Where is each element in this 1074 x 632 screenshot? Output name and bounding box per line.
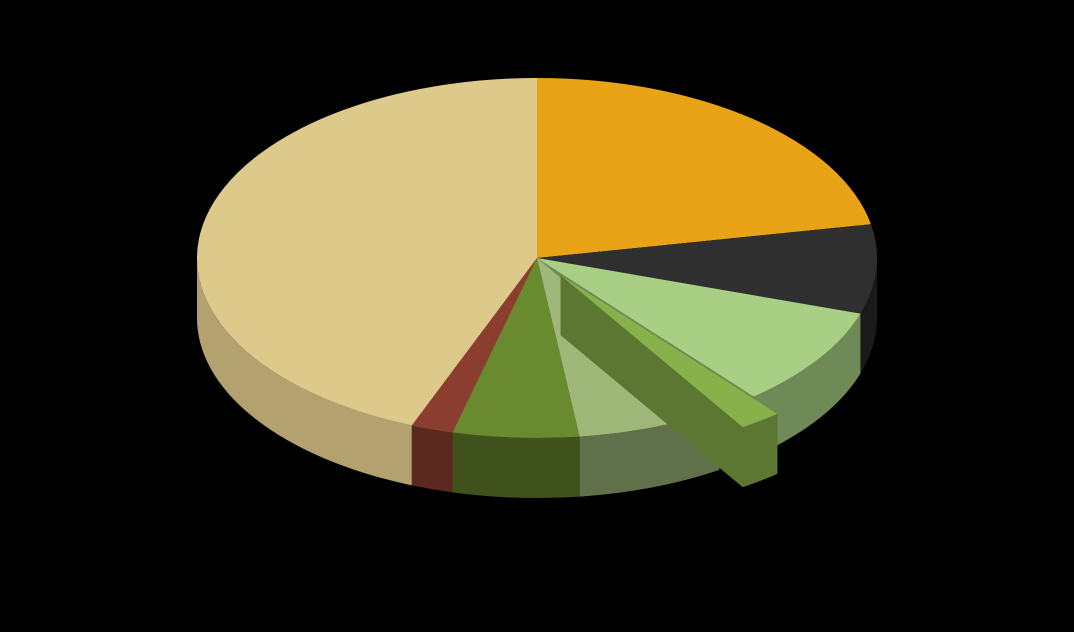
outer-wall xyxy=(452,432,579,498)
outer-wall xyxy=(412,425,453,492)
pie-chart-3d xyxy=(0,0,1074,632)
pie-tops xyxy=(197,78,877,438)
